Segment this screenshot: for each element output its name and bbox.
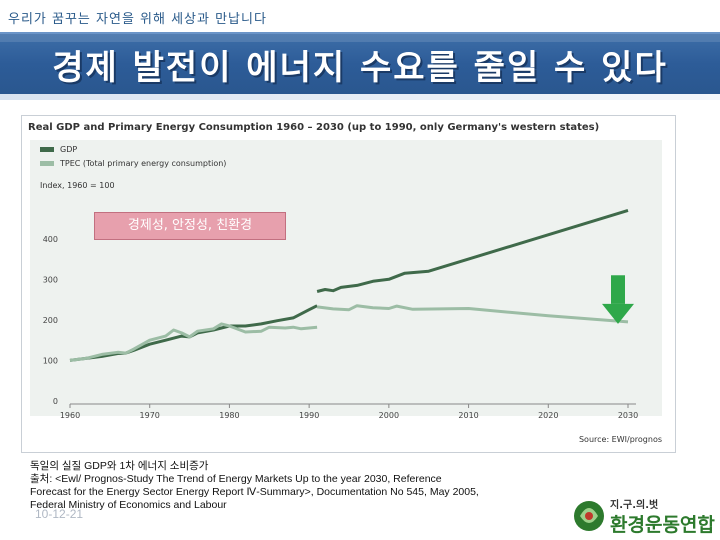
- caption-line-4: Federal Ministry of Economics and Labour: [30, 499, 227, 511]
- y-tick-label: 400: [43, 235, 58, 244]
- series-line-tpec-0: [69, 322, 318, 362]
- legend-label-1: TPEC (Total primary energy consumption): [59, 159, 226, 168]
- globe-leaf-icon: [574, 501, 604, 531]
- x-tick-label: 2030: [618, 411, 638, 420]
- title-underline: [0, 94, 720, 100]
- series-line-tpec-1: [316, 304, 629, 324]
- y-axis-label: Index, 1960 = 100: [40, 181, 115, 190]
- down-arrow-shaft: [611, 275, 625, 304]
- chart-source: Source: EWI/prognos: [579, 435, 662, 444]
- x-tick-label: 1980: [219, 411, 239, 420]
- org-logo: 지.구.의.벗 환경운동연합: [572, 492, 716, 538]
- callout-box: 경제성, 안정성, 친환경: [94, 212, 286, 240]
- x-tick-label: 2010: [458, 411, 478, 420]
- chart-panel: Real GDP and Primary Energy Consumption …: [22, 116, 675, 452]
- x-tick-label: 1970: [140, 411, 160, 420]
- x-tick-label: 1960: [60, 411, 80, 420]
- logo-large-text: 환경운동연합: [610, 514, 715, 536]
- caption-line-3: Forecast for the Energy Sector Energy Re…: [30, 486, 479, 498]
- series-line-gdp-1: [316, 208, 629, 293]
- date-stamp: 10-12-21: [35, 507, 84, 521]
- y-tick-label: 0: [53, 397, 58, 406]
- title-bar: 경제 발전이 에너지 수요를 줄일 수 있다: [0, 32, 720, 96]
- page-title: 경제 발전이 에너지 수요를 줄일 수 있다: [52, 48, 668, 88]
- caption-line-2: 출처: <Ewl/ Prognos-Study The Trend of Ene…: [30, 473, 442, 485]
- caption-line-1: 독일의 실질 GDP와 1차 에너지 소비증가: [30, 460, 209, 472]
- header-tagline: 우리가 꿈꾸는 자연을 위해 세상과 만납니다: [8, 12, 267, 27]
- chart-svg: GDP TPEC (Total primary energy consumptio…: [30, 140, 662, 444]
- down-arrow-head: [602, 303, 634, 324]
- y-tick-label: 100: [43, 356, 58, 365]
- plot-background: [30, 140, 662, 416]
- caption-block: 독일의 실질 GDP와 1차 에너지 소비증가 출처: <Ewl/ Progno…: [30, 460, 590, 512]
- chart-title: Real GDP and Primary Energy Consumption …: [28, 122, 600, 133]
- x-tick-label: 2020: [538, 411, 558, 420]
- x-tick-label: 1990: [299, 411, 319, 420]
- x-tick-label: 2000: [379, 411, 399, 420]
- logo-small-text: 지.구.의.벗: [610, 500, 659, 511]
- y-tick-label: 300: [43, 275, 58, 284]
- y-tick-label: 200: [43, 316, 58, 325]
- legend-swatch-1: [40, 161, 54, 166]
- legend-swatch-0: [40, 147, 54, 152]
- legend-label-0: GDP: [60, 145, 77, 154]
